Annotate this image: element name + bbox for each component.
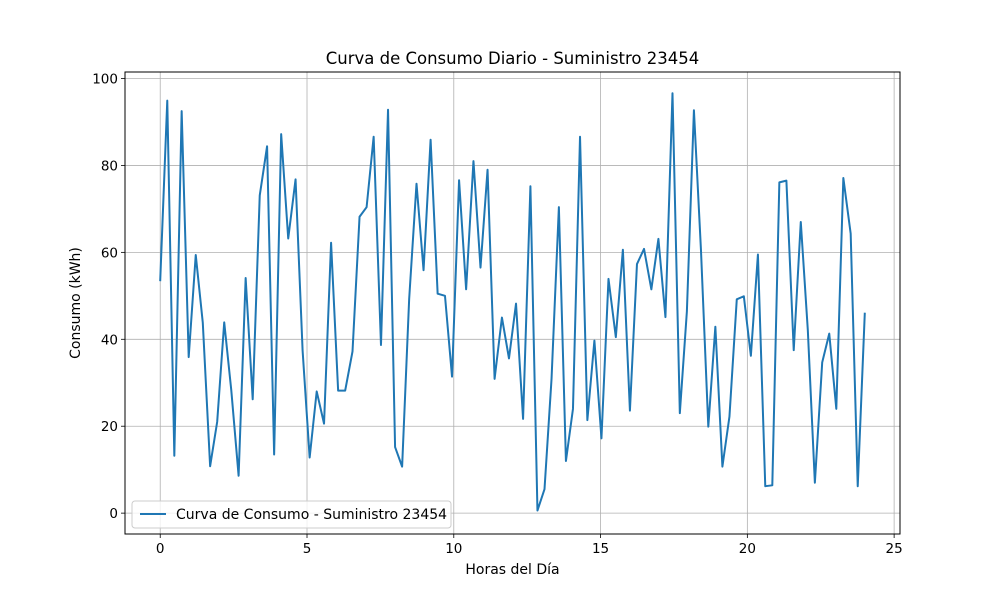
y-tick-label: 40 [101, 332, 118, 348]
x-tick-label: 15 [592, 541, 609, 557]
legend-box [131, 500, 452, 529]
y-tick-label: 20 [101, 419, 118, 435]
legend: Curva de Consumo - Suministro 23454 [131, 500, 452, 529]
series-line-0 [159, 92, 866, 512]
series-layer [159, 92, 866, 512]
x-tick-label: 5 [303, 541, 312, 557]
chart-title: Curva de Consumo Diario - Suministro 234… [326, 49, 700, 68]
x-axis-label: Horas del Día [465, 562, 559, 578]
y-tick-label: 80 [101, 158, 118, 174]
plot-area-frame [124, 71, 901, 535]
y-tick-label: 60 [101, 245, 118, 261]
y-axis-label: Consumo (kWh) [68, 247, 84, 359]
x-tick-label: 10 [445, 541, 462, 557]
y-tick-label: 0 [109, 506, 118, 522]
x-tick-label: 25 [886, 541, 903, 557]
y-tick-label: 100 [92, 72, 118, 88]
x-tick-label: 0 [156, 541, 165, 557]
legend-label: Curva de Consumo - Suministro 23454 [176, 507, 447, 523]
x-tick-label: 20 [739, 541, 756, 557]
ticks: 0 5 10 15 20 25 0 20 40 60 80 100 [92, 72, 903, 557]
